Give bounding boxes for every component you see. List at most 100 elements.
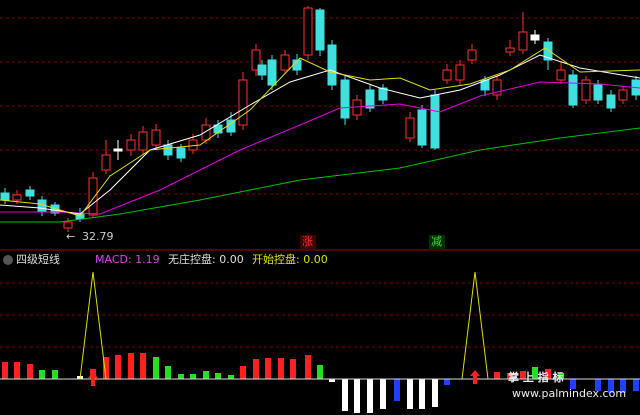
indicator-bar xyxy=(558,373,564,379)
indicator-bar xyxy=(290,359,296,379)
indicator-bar xyxy=(305,355,311,379)
candle-body xyxy=(518,31,528,51)
candle-body xyxy=(251,49,261,71)
candles xyxy=(0,6,640,232)
signal-box xyxy=(300,235,316,249)
indicator-bar xyxy=(52,370,58,379)
candle-body xyxy=(581,79,591,101)
indicator-bar xyxy=(380,379,386,409)
candle-body xyxy=(126,139,136,151)
watermark-url: www.palmindex.com xyxy=(512,387,626,400)
indicator-bar xyxy=(494,372,500,379)
indicator-bar xyxy=(14,362,20,379)
candle-body xyxy=(430,94,440,149)
indicator-bar xyxy=(595,379,601,391)
candle-body xyxy=(417,109,427,146)
candle-body xyxy=(365,89,375,109)
indicator-bar xyxy=(39,370,45,379)
indicator-bar xyxy=(407,379,413,409)
collapse-button[interactable] xyxy=(3,255,13,265)
indicator-bar xyxy=(278,358,284,379)
indicator-bar xyxy=(354,379,360,413)
indicator-bar xyxy=(570,379,576,389)
candle-body xyxy=(455,64,465,81)
indicator-bar xyxy=(507,373,513,379)
macd-label: MACD: 1.19 xyxy=(95,253,160,266)
candle-body xyxy=(467,49,477,61)
candle-body xyxy=(201,124,211,141)
signal-down: 减 xyxy=(431,235,442,248)
candle-body xyxy=(238,79,248,126)
indicator-bar xyxy=(115,355,121,379)
indicator-bar xyxy=(367,379,373,413)
candle-body xyxy=(568,74,578,106)
indicator-bar xyxy=(240,366,246,379)
candle-body xyxy=(163,144,173,156)
candle-body xyxy=(25,189,35,197)
candle-body xyxy=(37,199,47,213)
indicator-bar xyxy=(178,374,184,379)
indicator-bar xyxy=(545,369,551,379)
indicator-bar xyxy=(203,371,209,379)
candle-body xyxy=(405,117,415,139)
indicator-bar xyxy=(265,358,271,379)
candle-body xyxy=(257,64,267,76)
candle-body xyxy=(492,79,502,96)
candle-body xyxy=(267,59,277,86)
indicator-bar xyxy=(329,379,335,382)
signal-box xyxy=(429,235,445,249)
indicator-bar xyxy=(128,353,134,379)
spikes xyxy=(79,271,489,380)
low-marker: 32.79 xyxy=(82,230,114,243)
indicator-bar xyxy=(190,374,196,379)
indicator-bar xyxy=(419,379,425,409)
candle-body xyxy=(113,148,123,152)
indicator-bar xyxy=(140,353,146,379)
candle-body xyxy=(543,41,553,61)
candle-body xyxy=(530,34,540,41)
indicator-bars xyxy=(2,353,639,413)
indicator-bar xyxy=(2,362,8,379)
indicator-bar xyxy=(342,379,348,411)
candle-body xyxy=(151,129,161,146)
candle-body xyxy=(315,9,325,51)
candle-body xyxy=(138,131,148,151)
candle-body xyxy=(280,54,290,71)
indicator-bar xyxy=(444,379,450,385)
indicator-bar xyxy=(432,379,438,407)
candle-body xyxy=(593,84,603,101)
indicator-bar xyxy=(394,379,400,401)
candle-body xyxy=(378,87,388,101)
indicator-bar xyxy=(620,379,626,393)
indicator-name: 四级短线 xyxy=(16,252,60,266)
indicator-bar xyxy=(228,375,234,379)
start-control-label: 开始控盘: 0.00 xyxy=(252,252,328,266)
candle-body xyxy=(442,69,452,81)
indicator-bar xyxy=(253,359,259,379)
indicator-bar xyxy=(153,357,159,379)
candle-body xyxy=(101,154,111,171)
candle-body xyxy=(505,47,515,53)
moving-averages xyxy=(0,47,640,223)
indicator-bar xyxy=(317,365,323,379)
indicator-bar xyxy=(633,379,639,391)
candle-body xyxy=(480,79,490,91)
candle-body xyxy=(618,89,628,101)
candle-body xyxy=(63,221,73,229)
indicator-bar xyxy=(532,367,538,379)
no-control-label: 无庄控盘: 0.00 xyxy=(168,252,244,266)
signal-up: 涨 xyxy=(302,235,313,248)
candle-body xyxy=(556,69,566,81)
indicator-bar xyxy=(608,379,614,393)
indicator-bar xyxy=(165,366,171,379)
arrow: ← xyxy=(66,230,75,243)
candle-body xyxy=(88,177,98,216)
candle-body xyxy=(340,79,350,119)
buy-arrows xyxy=(88,370,480,386)
candle-body xyxy=(303,7,313,56)
indicator-bar xyxy=(27,364,33,379)
watermark-brand: 掌 上 指 标 xyxy=(508,370,564,384)
candle-body xyxy=(0,192,10,201)
